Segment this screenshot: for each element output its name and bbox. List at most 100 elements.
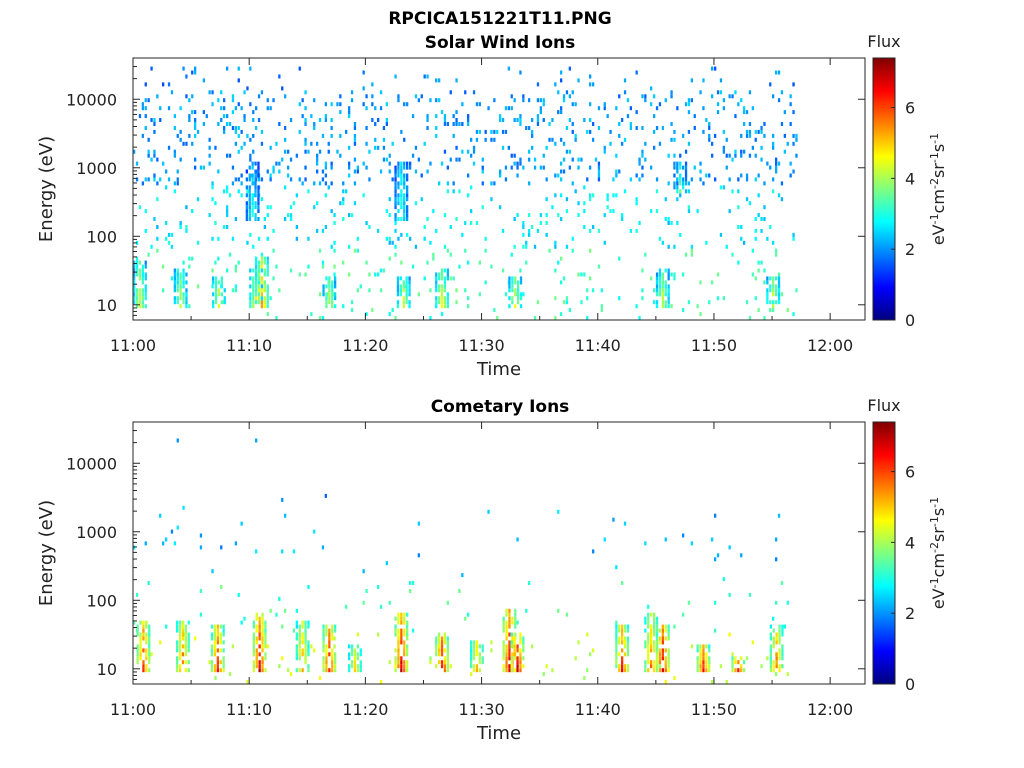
heatmap-cell: [331, 652, 334, 657]
heatmap-cell: [664, 217, 667, 221]
heatmap-cell: [176, 288, 179, 293]
heatmap-cell: [310, 114, 313, 119]
heatmap-cell: [397, 181, 400, 186]
heatmap-cell: [278, 169, 281, 174]
heatmap-cell: [196, 129, 200, 134]
heatmap-cell: [696, 648, 699, 653]
heatmap-cell: [255, 272, 258, 277]
heatmap-cell: [403, 201, 406, 206]
x-tick-label: 11:30: [459, 700, 505, 719]
heatmap-cell: [148, 632, 151, 637]
heatmap-cell: [377, 145, 380, 150]
heatmap-cell: [295, 608, 298, 613]
heatmap-cell: [574, 102, 577, 107]
heatmap-cell: [316, 141, 319, 146]
heatmap-cell: [365, 312, 368, 317]
heatmap-cell: [467, 612, 470, 617]
heatmap-cell: [182, 296, 185, 301]
heatmap-cell: [682, 185, 685, 190]
heatmap-cell: [388, 153, 391, 158]
heatmap-cell: [133, 260, 136, 265]
heatmap-cell: [786, 141, 789, 146]
heatmap-cell: [745, 173, 749, 178]
heatmap-cell: [208, 137, 211, 142]
heatmap-cell: [502, 656, 505, 661]
heatmap-cell: [690, 78, 693, 83]
heatmap-cell: [514, 292, 517, 297]
heatmap-cell: [661, 280, 664, 285]
heatmap-cell: [679, 232, 682, 237]
heatmap-cell: [173, 114, 176, 119]
heatmap-cell: [353, 248, 357, 253]
heatmap-cell: [222, 624, 225, 629]
heatmap-cell: [150, 244, 153, 249]
heatmap-cell: [388, 660, 391, 665]
heatmap-cell: [446, 652, 449, 657]
x-tick-label: 11:50: [691, 336, 737, 355]
heatmap-cell: [589, 165, 592, 170]
heatmap-cell: [615, 644, 618, 649]
heatmap-cell: [331, 632, 334, 637]
heatmap-cell: [237, 177, 240, 182]
heatmap-cell: [304, 660, 307, 665]
heatmap-cell: [214, 300, 218, 305]
heatmap-cell: [142, 636, 145, 641]
heatmap-cell: [408, 292, 411, 297]
heatmap-cell: [792, 232, 795, 237]
heatmap-cell: [170, 276, 174, 281]
heatmap-cell: [260, 304, 264, 309]
heatmap-cell: [307, 644, 310, 649]
heatmap-cell: [435, 284, 438, 289]
heatmap-cell: [514, 668, 517, 673]
heatmap-cell: [178, 656, 182, 661]
heatmap-cell: [775, 660, 778, 665]
heatmap-cell: [328, 636, 331, 641]
heatmap-cell: [388, 236, 391, 241]
heatmap-cell: [182, 505, 185, 510]
heatmap-cell: [516, 668, 519, 673]
heatmap-cell: [257, 173, 260, 178]
heatmap-cell: [743, 668, 746, 673]
heatmap-cell: [650, 209, 653, 214]
heatmap-cell: [307, 620, 310, 625]
heatmap-cell: [245, 177, 248, 182]
heatmap-cell: [539, 110, 542, 115]
heatmap-cell: [673, 272, 676, 277]
heatmap-cell: [153, 122, 156, 126]
x-ticks-solar-wind: 11:00 11:10 11:20 11:30 11:40 11:50 12:00: [110, 58, 853, 355]
heatmap-cell: [304, 640, 307, 645]
heatmap-cell: [511, 280, 514, 285]
heatmap-cell: [667, 181, 670, 186]
heatmap-cell: [325, 624, 328, 629]
heatmap-cell: [153, 173, 156, 178]
heatmap-cell: [400, 217, 403, 221]
heatmap-cell: [325, 656, 328, 661]
heatmap-cell: [769, 82, 772, 87]
heatmap-cell: [769, 632, 772, 637]
heatmap-cell: [216, 668, 219, 673]
heatmap-cell: [331, 636, 334, 641]
heatmap-cell: [397, 98, 400, 103]
heatmap-cell: [583, 225, 586, 229]
heatmap-cell: [133, 284, 136, 289]
heatmap-cell: [400, 668, 403, 673]
heatmap-cell: [792, 82, 795, 87]
heatmap-cell: [455, 118, 458, 122]
heatmap-cell: [493, 98, 496, 103]
heatmap-cell: [272, 276, 275, 281]
heatmap-cell: [766, 656, 769, 661]
heatmap-cell: [655, 640, 659, 645]
heatmap-cell: [251, 181, 254, 186]
heatmap-cell: [696, 656, 699, 661]
heatmap-cell: [181, 624, 185, 629]
heatmap-cell: [580, 157, 583, 162]
heatmap-cell: [400, 161, 403, 166]
heatmap-cell: [510, 632, 513, 637]
heatmap-cell: [252, 149, 255, 154]
heatmap-cell: [187, 660, 190, 665]
heatmap-cell: [615, 624, 618, 629]
heatmap-cell: [399, 276, 402, 281]
heatmap-cell: [560, 177, 563, 182]
heatmap-cell: [298, 640, 301, 645]
